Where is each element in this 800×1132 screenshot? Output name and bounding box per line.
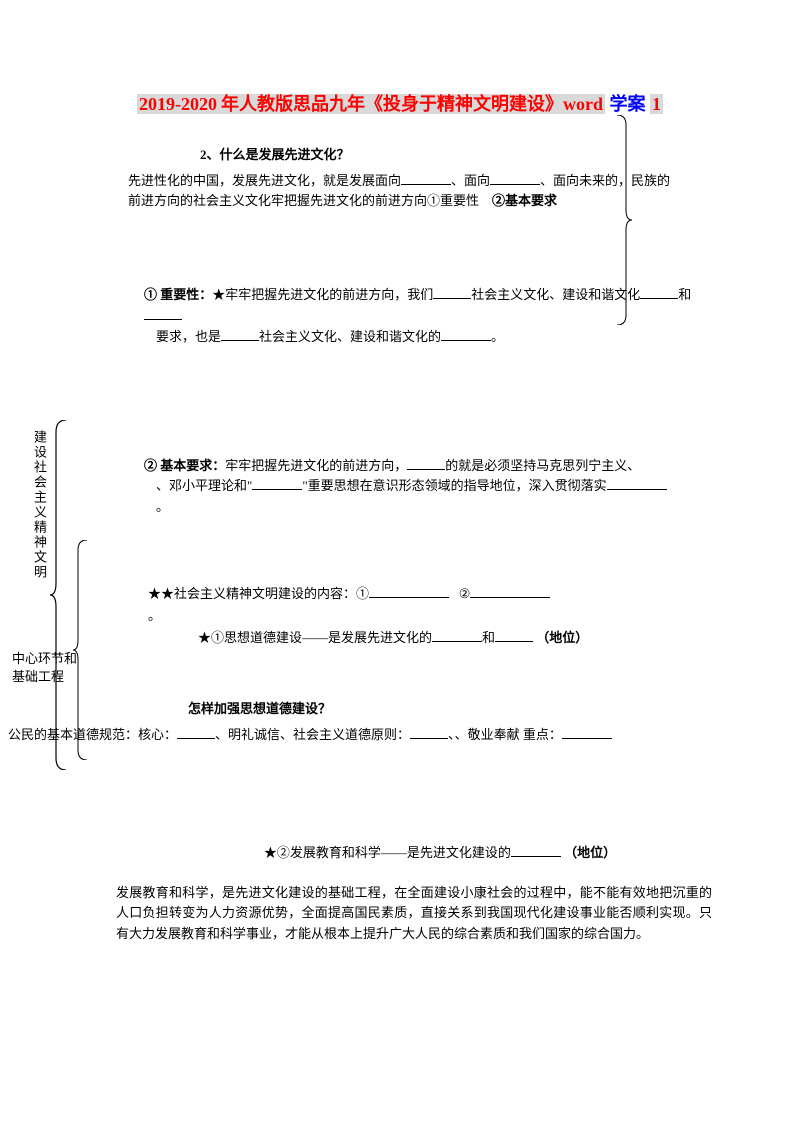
item2-label: ② 基本要求： bbox=[144, 458, 225, 473]
intro-2a: 前进方向的社会主义文化牢把握先进文化的前进方向①重要性 bbox=[128, 193, 479, 208]
blank bbox=[562, 726, 612, 739]
title-num: 1 bbox=[650, 94, 663, 114]
blank bbox=[433, 286, 471, 299]
content-header: ★★社会主义精神文明建设的内容：① ② bbox=[148, 584, 712, 605]
moral-t1: ★①思想道德建设——是发展先进文化的 bbox=[198, 630, 432, 645]
intro-1b: 、面向 bbox=[451, 173, 490, 188]
title-suffix: 学案 bbox=[610, 94, 646, 114]
vertical-label: 建设社会主义精神文明 bbox=[30, 430, 49, 580]
education-line: ★②发展教育和科学——是先进文化建设的 （地位） bbox=[168, 842, 712, 861]
blank bbox=[144, 307, 182, 320]
item1-label: ① 重要性： bbox=[144, 287, 212, 302]
norms-core: 核心： bbox=[138, 727, 177, 742]
item1-t1: ★牢牢把握先进文化的前进方向，我们 bbox=[212, 287, 433, 302]
blank bbox=[410, 726, 448, 739]
document-title: 2019-2020年人教版思品九年《投身于精神文明建设》word 学案 1 bbox=[88, 90, 712, 116]
blank bbox=[177, 726, 215, 739]
moral-t3: （地位） bbox=[536, 630, 588, 645]
ch-t2: ② bbox=[459, 586, 471, 601]
norms-t3: 、敬业奉献 bbox=[455, 727, 520, 742]
edu-t1: ★②发展教育和科学——是先进文化建设的 bbox=[264, 845, 511, 860]
title-main: 年人教版思品九年《投身于精神文明建设》word bbox=[219, 94, 605, 114]
education-paragraph: 发展教育和科学，是先进文化建设的基础工程，在全面建设小康社会的过程中，能不能有效… bbox=[116, 883, 712, 943]
item1-t6: 。 bbox=[491, 329, 504, 344]
item-importance: ① 重要性：★牢牢把握先进文化的前进方向，我们 社会主义文化、建设和谐文化 和 要求… bbox=[144, 285, 712, 347]
blank bbox=[495, 629, 533, 642]
blank bbox=[607, 477, 667, 490]
item2-t3: 、邓小平理论和" bbox=[156, 478, 252, 493]
norms-t1: 、明礼诚信、社会主义道德原则： bbox=[215, 727, 410, 742]
intro-2b: ②基本要求 bbox=[492, 193, 557, 208]
blank bbox=[470, 585, 550, 598]
blank bbox=[407, 457, 445, 470]
moral-line: ★①思想道德建设——是发展先进文化的 和 （地位） bbox=[198, 628, 712, 649]
blank bbox=[221, 328, 259, 341]
blank bbox=[441, 328, 491, 341]
blank bbox=[252, 477, 302, 490]
blank bbox=[432, 629, 482, 642]
item1-t3: 和 bbox=[678, 287, 691, 302]
blank bbox=[511, 844, 561, 857]
side-label-1: 中心环节和 bbox=[12, 650, 77, 668]
item1-t5: 社会主义文化、建设和谐文化的 bbox=[259, 329, 441, 344]
norms-line: 公民的基本道德规范：核心：、明礼诚信、社会主义道德原则：、、敬业奉献 重点： bbox=[88, 725, 712, 746]
moral-t2: 和 bbox=[482, 630, 495, 645]
intro-1a: 先进性化的中国，发展先进文化，就是发展面向 bbox=[128, 173, 401, 188]
item1-t2: 社会主义文化、建设和谐文化 bbox=[471, 287, 640, 302]
side-label-2: 基础工程 bbox=[12, 668, 64, 686]
edu-t2: （地位） bbox=[564, 845, 616, 860]
norms-t4: 重点： bbox=[523, 727, 562, 742]
blank bbox=[490, 172, 540, 185]
intro-1c: 、面向未来的，民族的 bbox=[540, 173, 670, 188]
ch-t1: ★★社会主义精神文明建设的内容：① bbox=[148, 586, 369, 601]
item2-t1: 牢牢把握先进文化的前进方向， bbox=[225, 458, 407, 473]
item1-t4: 要求，也是 bbox=[156, 329, 221, 344]
blank bbox=[369, 585, 449, 598]
blank bbox=[401, 172, 451, 185]
item-requirement: ② 基本要求：牢牢把握先进文化的前进方向， 的就是必须坚持马克思列宁主义、 、邓小… bbox=[144, 456, 712, 518]
dot: 。 bbox=[148, 605, 712, 624]
title-year: 2019-2020 bbox=[137, 94, 219, 114]
question-2: 2、什么是发展先进文化？ bbox=[200, 144, 712, 163]
blank bbox=[640, 286, 678, 299]
item2-t2: 的就是必须坚持马克思列宁主义、 bbox=[445, 458, 640, 473]
howto-question: 怎样加强思想道德建设？ bbox=[188, 699, 712, 720]
item2-t4: "重要思想在意识形态领域的指导地位，深入贯彻落实 bbox=[302, 478, 606, 493]
left-brace-large-icon bbox=[48, 420, 70, 770]
item2-t5: 。 bbox=[156, 499, 169, 514]
